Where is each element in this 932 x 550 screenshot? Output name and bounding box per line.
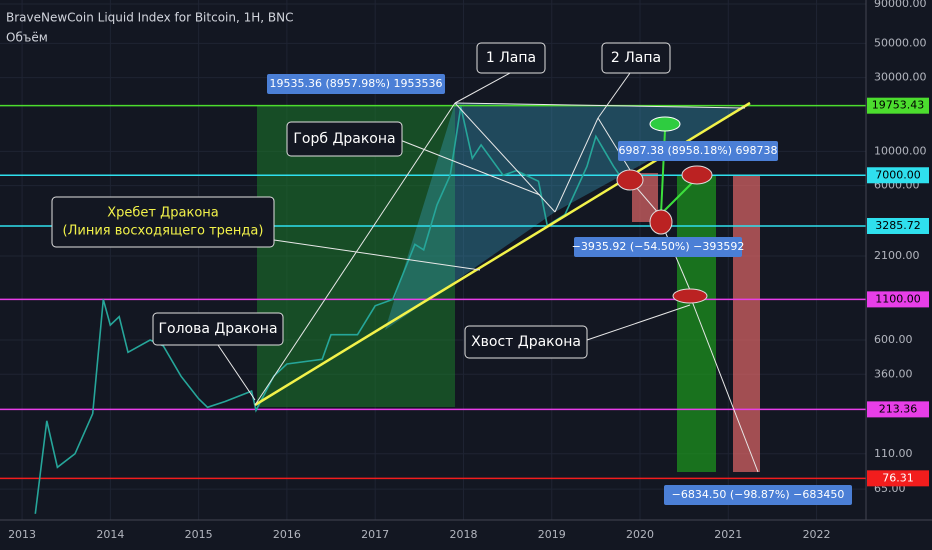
level-label-bg	[867, 291, 929, 308]
x-tick-label: 2017	[361, 528, 389, 541]
callout-label: Хребет Дракона	[107, 206, 219, 221]
triangle	[385, 103, 745, 330]
marker	[672, 288, 708, 304]
y-tick-label: 360.00	[874, 367, 913, 380]
measure-label: 19535.36 (8957.98%) 1953536	[270, 77, 443, 90]
measure-label: −6834.50 (−98.87%) −683450	[672, 488, 845, 501]
x-tick-label: 2021	[714, 528, 742, 541]
y-tick-label: 600.00	[874, 333, 913, 346]
price-line	[34, 106, 621, 514]
series	[34, 106, 621, 514]
range-box	[677, 175, 716, 472]
arrow	[660, 177, 698, 215]
level-label-bg	[867, 470, 929, 487]
x-tick-label: 2013	[8, 528, 36, 541]
x-tick-label: 2019	[538, 528, 566, 541]
y-tick-label: 110.00	[874, 447, 913, 460]
y-tick-label: 10000.00	[874, 144, 927, 157]
measure-box	[574, 237, 742, 257]
x-tick-label: 2018	[449, 528, 477, 541]
y-tick-label: 30000.00	[874, 71, 927, 84]
level-label: 213.36	[879, 402, 918, 415]
level-label-bg	[867, 217, 929, 234]
callout-box	[51, 196, 275, 248]
marker	[649, 116, 681, 132]
level-label: 3285.72	[875, 219, 921, 232]
measure-box	[267, 74, 445, 94]
subtitle: Объём	[6, 31, 48, 45]
x-tick-label: 2014	[96, 528, 124, 541]
x-tick-label: 2022	[803, 528, 831, 541]
callout-label: (Линия восходящего тренда)	[63, 224, 264, 239]
range-box	[733, 175, 760, 472]
callout-box	[601, 42, 671, 74]
callout-box	[286, 121, 403, 157]
measure-box	[618, 141, 778, 161]
callout-label: 2 Лапа	[611, 50, 661, 66]
measure-label: 6987.38 (8958.18%) 698738	[619, 144, 778, 157]
y-tick-label: 2100.00	[874, 249, 920, 262]
callout-label: Горб Дракона	[293, 131, 395, 147]
marker	[681, 165, 713, 185]
measure-label: −3935.92 (−54.50%) −393592	[572, 240, 745, 253]
overlay: 90000.0050000.0030000.0010000.006000.002…	[8, 0, 929, 541]
price-axis	[866, 0, 932, 550]
x-tick-label: 2015	[185, 528, 213, 541]
level-label-bg	[867, 97, 929, 114]
level-label: 76.31	[882, 471, 914, 484]
callout-label: Голова Дракона	[158, 321, 277, 337]
callout-label: 1 Лапа	[486, 50, 536, 66]
level-label: 7000.00	[875, 168, 921, 181]
y-tick-label: 50000.00	[874, 36, 927, 49]
level-label: 1100.00	[875, 292, 921, 305]
callout-label: Хвост Дракона	[471, 334, 581, 350]
measure-box	[664, 485, 852, 505]
level-label: 19753.43	[872, 99, 925, 112]
drawings	[217, 72, 759, 473]
levels	[0, 104, 866, 480]
level-label-bg	[867, 401, 929, 418]
callout-box	[476, 42, 546, 74]
chart-title: BraveNewCoin Liquid Index for Bitcoin, 1…	[6, 11, 293, 25]
x-tick-label: 2020	[626, 528, 654, 541]
callout-box	[152, 312, 284, 346]
marker	[616, 169, 644, 191]
level-label-bg	[867, 167, 929, 184]
x-tick-label: 2016	[273, 528, 301, 541]
y-tick-label: 90000.00	[874, 0, 927, 10]
callout-box	[464, 325, 588, 359]
marker	[649, 209, 673, 235]
